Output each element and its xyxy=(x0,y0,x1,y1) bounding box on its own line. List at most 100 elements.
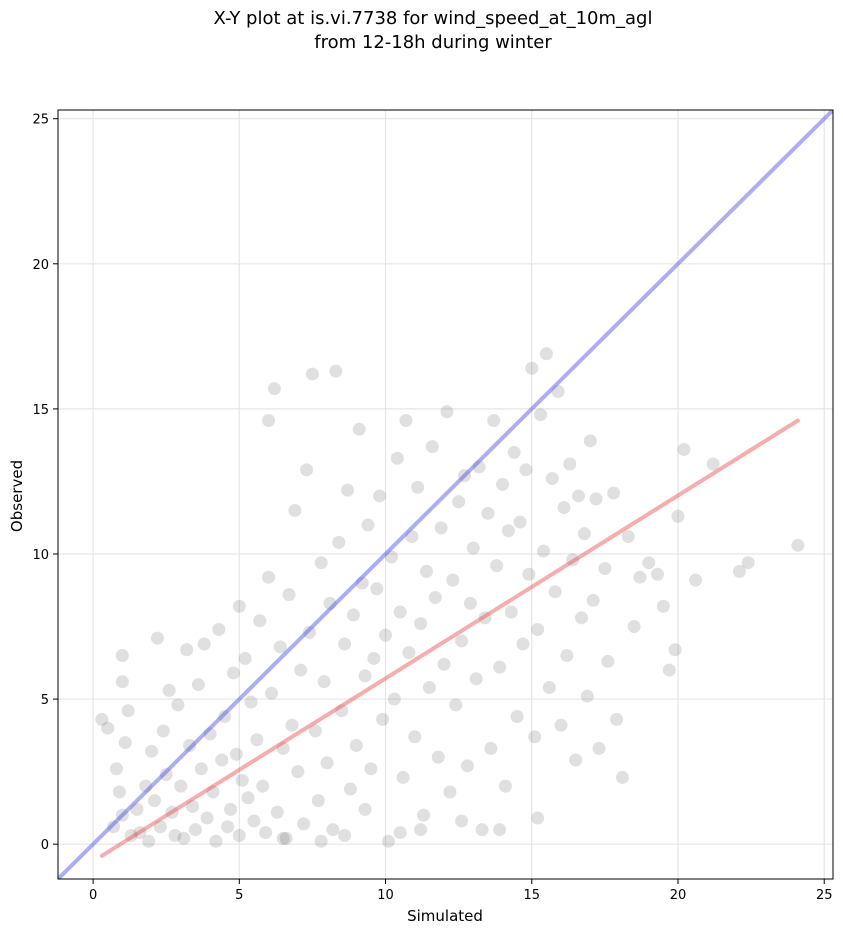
scatter-point xyxy=(124,828,138,842)
scatter-point xyxy=(598,561,612,575)
scatter-point xyxy=(115,808,129,822)
scatter-point xyxy=(270,805,284,819)
fit-line xyxy=(99,418,800,858)
scatter-point xyxy=(498,779,512,793)
scatter-point xyxy=(341,483,355,497)
scatter-point xyxy=(539,347,553,361)
scatter-point xyxy=(393,605,407,619)
scatter-point xyxy=(232,599,246,613)
x-tick-label: 15 xyxy=(524,888,541,903)
scatter-point xyxy=(279,831,293,845)
scatter-point xyxy=(256,779,270,793)
scatter-point xyxy=(373,489,387,503)
scatter-point xyxy=(469,672,483,686)
scatter-point xyxy=(440,405,454,419)
scatter-point xyxy=(633,570,647,584)
scatter-point xyxy=(358,669,372,683)
scatter-point xyxy=(259,826,273,840)
scatter-point xyxy=(446,573,460,587)
y-tick-label: 10 xyxy=(32,548,49,563)
scatter-point xyxy=(431,750,445,764)
scatter-point xyxy=(519,463,533,477)
scatter-point xyxy=(121,704,135,718)
scatter-point xyxy=(689,573,703,587)
scatter-point xyxy=(651,567,665,581)
scatter-point xyxy=(212,622,226,636)
scatter-point xyxy=(528,730,542,744)
scatter-point xyxy=(501,524,515,538)
scatter-point xyxy=(589,492,603,506)
scatter-point xyxy=(414,617,428,631)
scatter-point xyxy=(379,628,393,642)
scatter-point xyxy=(399,414,413,428)
scatter-point xyxy=(493,823,507,837)
scatter-point xyxy=(177,831,191,845)
scatter-point xyxy=(452,495,466,509)
scatter-point xyxy=(264,686,278,700)
scatter-point xyxy=(191,678,205,692)
scatter-point xyxy=(434,521,448,535)
scatter-point xyxy=(741,556,755,570)
scatter-point xyxy=(677,443,691,457)
scatter-point xyxy=(180,643,194,657)
scatter-point xyxy=(580,689,594,703)
scatter-point xyxy=(247,814,261,828)
scatter-point xyxy=(150,631,164,645)
scatter-point xyxy=(183,739,197,753)
scatter-point xyxy=(586,593,600,607)
x-tick-label: 0 xyxy=(89,888,97,903)
scatter-point xyxy=(536,544,550,558)
x-tick-label: 5 xyxy=(235,888,243,903)
scatter-point xyxy=(367,651,381,665)
scatter-point xyxy=(326,823,340,837)
scatter-point xyxy=(411,480,425,494)
scatter-point xyxy=(267,382,281,396)
scatter-point xyxy=(358,802,372,816)
scatter-point xyxy=(338,828,352,842)
scatter-point xyxy=(332,535,346,549)
scatter-point xyxy=(455,814,469,828)
scatter-point xyxy=(241,791,255,805)
scatter-point xyxy=(294,663,308,677)
scatter-point xyxy=(496,477,510,491)
scatter-point xyxy=(148,794,162,808)
scatter-point xyxy=(414,823,428,837)
scatter-point xyxy=(577,527,591,541)
scatter-point xyxy=(504,605,518,619)
scatter-point xyxy=(156,724,170,738)
scatter-point xyxy=(484,741,498,755)
scatter-point xyxy=(554,718,568,732)
scatter-point xyxy=(297,817,311,831)
scatter-point xyxy=(370,582,384,596)
scatter-point xyxy=(569,753,583,767)
scatter-point xyxy=(159,768,173,782)
scatter-point xyxy=(428,591,442,605)
scatter-point xyxy=(282,588,296,602)
scatter-point xyxy=(542,680,556,694)
scatter-point xyxy=(560,649,574,663)
scatter-point xyxy=(656,599,670,613)
scatter-point xyxy=(557,501,571,515)
plot-area: 0 5 10 15 20 25 0 5 10 15 20 25 xyxy=(32,109,834,903)
y-tick-label: 0 xyxy=(41,838,49,853)
scatter-point xyxy=(314,834,328,848)
scatter-point xyxy=(329,364,343,378)
scatter-point xyxy=(402,646,416,660)
scatter-point xyxy=(393,826,407,840)
scatter-point xyxy=(583,434,597,448)
scatter-point xyxy=(572,489,586,503)
scatter-point xyxy=(548,585,562,599)
scatter-point xyxy=(417,808,431,822)
scatter-point xyxy=(133,826,147,840)
scatter-point xyxy=(449,698,463,712)
scatter-point xyxy=(352,422,366,436)
scatter-point xyxy=(381,834,395,848)
scatter-point xyxy=(361,518,375,532)
scatter-point xyxy=(273,640,287,654)
scatter-point xyxy=(244,695,258,709)
scatter-point xyxy=(525,361,539,375)
scatter-point xyxy=(188,823,202,837)
chart-title-line-1: X-Y plot at is.vi.7738 for wind_speed_at… xyxy=(214,8,653,29)
scatter-point xyxy=(510,709,524,723)
scatter-point xyxy=(437,657,451,671)
